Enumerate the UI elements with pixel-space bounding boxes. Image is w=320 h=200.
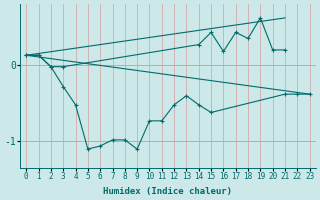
X-axis label: Humidex (Indice chaleur): Humidex (Indice chaleur) [103,187,232,196]
